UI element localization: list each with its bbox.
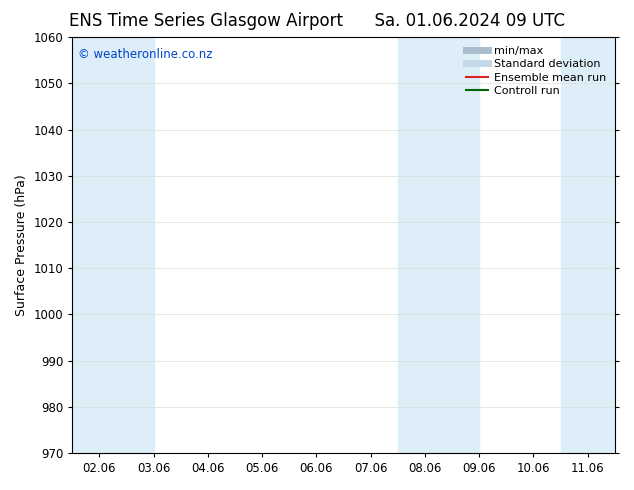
Legend: min/max, Standard deviation, Ensemble mean run, Controll run: min/max, Standard deviation, Ensemble me… [463, 43, 609, 99]
Text: ENS Time Series Glasgow Airport      Sa. 01.06.2024 09 UTC: ENS Time Series Glasgow Airport Sa. 01.0… [69, 12, 565, 30]
Bar [560, 37, 615, 453]
Text: © weatheronline.co.nz: © weatheronline.co.nz [78, 48, 212, 61]
Bar [398, 37, 479, 453]
Y-axis label: Surface Pressure (hPa): Surface Pressure (hPa) [15, 174, 28, 316]
Bar [72, 37, 153, 453]
